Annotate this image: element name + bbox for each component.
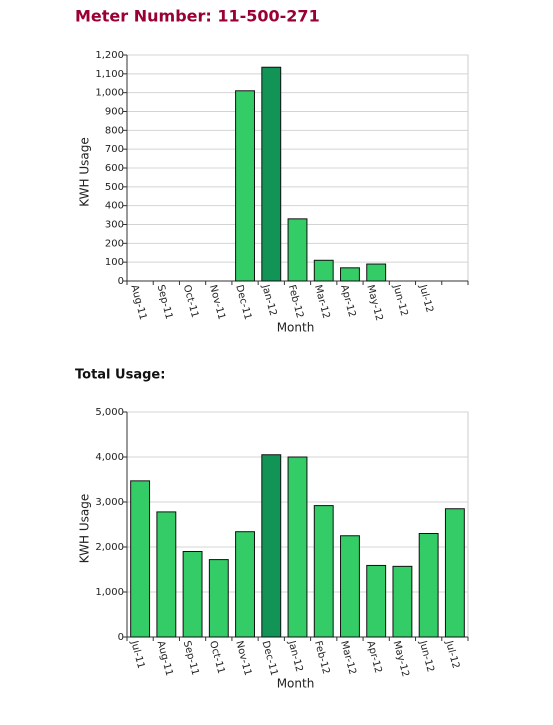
- x-axis-title: Month: [277, 321, 315, 335]
- y-tick-label: 100: [105, 257, 124, 268]
- x-tick-label: May-12: [364, 284, 384, 322]
- bar: [287, 218, 308, 282]
- bar: [366, 263, 387, 282]
- bar: [444, 508, 465, 638]
- x-tick-label: Feb-12: [312, 640, 331, 676]
- y-tick-label: 800: [105, 125, 124, 136]
- y-tick-label: 0: [118, 276, 124, 287]
- bar: [182, 551, 203, 638]
- x-tick-label: Dec-11: [233, 284, 253, 321]
- bar: [313, 259, 334, 282]
- y-tick-label: 500: [105, 182, 124, 193]
- bar: [287, 456, 308, 638]
- x-tick-label: Jul-12: [443, 639, 461, 670]
- bar: [130, 480, 151, 638]
- x-tick-label: Feb-12: [286, 284, 305, 320]
- y-tick-label: 2,000: [95, 542, 124, 553]
- x-tick-label: Jan-12: [285, 639, 304, 673]
- bar: [340, 535, 360, 638]
- bar: [235, 531, 255, 638]
- y-tick-label: 1,000: [95, 587, 124, 598]
- bar: [261, 66, 282, 282]
- x-axis-title: Month: [277, 677, 315, 691]
- bar: [313, 505, 334, 638]
- page-title: Meter Number: 11-500-271: [75, 7, 320, 26]
- x-tick-label: Mar-12: [338, 640, 358, 676]
- bar: [235, 90, 255, 282]
- x-tick-label: Apr-12: [364, 640, 383, 675]
- bar: [418, 533, 439, 638]
- y-tick-label: 1,100: [95, 69, 124, 80]
- bar: [261, 454, 282, 638]
- x-tick-label: Jun-12: [417, 639, 436, 674]
- y-tick-label: 700: [105, 144, 124, 155]
- y-axis-title: KWH Usage: [78, 137, 92, 207]
- y-axis-title: KWH Usage: [78, 494, 92, 564]
- x-tick-label: Jul-11: [128, 639, 146, 670]
- x-tick-label: Sep-11: [155, 284, 175, 321]
- x-tick-label: Nov-11: [207, 284, 227, 321]
- x-tick-label: Oct-11: [181, 284, 200, 319]
- bar: [392, 565, 413, 638]
- bar: [366, 564, 387, 638]
- x-tick-label: Sep-11: [181, 640, 201, 677]
- bar: [208, 559, 229, 638]
- y-tick-label: 3,000: [95, 497, 124, 508]
- section-title: Total Usage:: [75, 368, 165, 383]
- y-tick-label: 1,000: [95, 88, 124, 99]
- x-tick-label: Jul-12: [417, 283, 435, 314]
- y-tick-label: 5,000: [95, 407, 124, 418]
- y-tick-label: 400: [105, 201, 124, 212]
- bar: [340, 267, 360, 282]
- y-tick-label: 0: [118, 632, 124, 643]
- y-tick-label: 4,000: [95, 452, 124, 463]
- x-tick-label: Apr-12: [338, 284, 357, 319]
- x-tick-label: Nov-11: [233, 640, 253, 677]
- y-tick-label: 300: [105, 220, 124, 231]
- y-tick-label: 1,200: [95, 50, 124, 61]
- y-tick-label: 600: [105, 163, 124, 174]
- x-tick-label: Aug-11: [155, 640, 175, 677]
- y-tick-label: 200: [105, 238, 124, 249]
- x-tick-label: Jan-12: [259, 283, 278, 317]
- bar: [156, 511, 177, 638]
- y-tick-label: 900: [105, 107, 124, 118]
- x-tick-label: Jun-12: [390, 283, 409, 318]
- x-tick-label: May-12: [391, 640, 411, 678]
- x-tick-label: Oct-11: [207, 640, 226, 675]
- x-tick-label: Aug-11: [128, 284, 148, 321]
- x-tick-label: Mar-12: [312, 284, 332, 320]
- x-tick-label: Dec-11: [259, 640, 279, 677]
